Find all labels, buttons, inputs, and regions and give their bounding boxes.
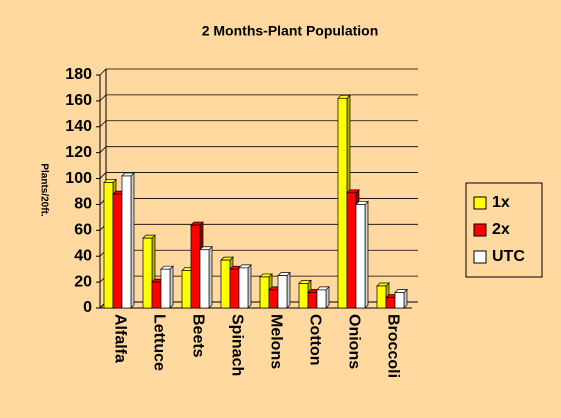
y-tick-label: 120 [65, 144, 92, 161]
x-tick-label: Beets [189, 314, 206, 358]
bar [190, 224, 201, 309]
bar [316, 289, 327, 309]
y-tick-label: 140 [65, 118, 92, 135]
bar-side [286, 271, 291, 309]
y-tick-label: 20 [74, 273, 92, 290]
bar [394, 292, 405, 309]
bar [277, 275, 288, 309]
y-tick-label: 160 [65, 92, 92, 109]
x-tick-label: Spinach [228, 314, 245, 376]
bar [337, 97, 348, 309]
bar [181, 270, 192, 309]
bar [112, 193, 123, 309]
bar [220, 259, 231, 309]
chart-title: 2 Months-Plant Population [202, 23, 379, 39]
x-tick-label: Cotton [306, 314, 323, 366]
legend-swatch [473, 196, 487, 210]
bar [385, 297, 396, 309]
x-tick-label: Lettuce [150, 314, 167, 371]
x-tick-label: Onions [345, 314, 362, 369]
bar-side [208, 245, 213, 309]
y-tick-label: 60 [74, 222, 92, 239]
bar [346, 192, 357, 309]
x-tick-label: Melons [267, 314, 284, 369]
x-tick-label: Alfalfa [111, 314, 128, 363]
bar-side [325, 286, 330, 309]
y-tick-label: 180 [65, 66, 92, 83]
bar [199, 249, 210, 309]
bar [376, 285, 387, 309]
bar [238, 267, 249, 309]
bar [268, 289, 279, 309]
bar [259, 276, 270, 309]
legend-label: 1x [492, 194, 510, 211]
bar [121, 175, 132, 309]
bar-side [169, 265, 174, 309]
legend-label: UTC [492, 248, 525, 265]
bar-side [130, 172, 135, 309]
x-tick-label: Broccoli [384, 314, 401, 378]
bar [298, 283, 309, 309]
y-tick-label: 80 [74, 196, 92, 213]
grid-line [99, 120, 418, 128]
grid-line [99, 146, 418, 153]
y-axis-label: Plants/20ft. [38, 163, 49, 217]
legend-swatch [473, 250, 487, 264]
legend-label: 2x [492, 221, 510, 238]
bar [151, 281, 162, 309]
bar-side [247, 264, 252, 309]
bar [229, 268, 240, 309]
y-tick-label: 100 [65, 170, 92, 187]
grid-line [99, 94, 418, 102]
grid-line [99, 68, 418, 76]
y-tick-label: 40 [74, 247, 92, 264]
bar [160, 268, 171, 309]
grid-line [99, 172, 418, 179]
bar [103, 182, 114, 309]
bar [355, 204, 366, 309]
bar [142, 237, 153, 309]
bar-side [364, 200, 369, 309]
bar [307, 292, 318, 309]
y-tick-label: 0 [83, 299, 92, 316]
legend-swatch [473, 223, 487, 237]
